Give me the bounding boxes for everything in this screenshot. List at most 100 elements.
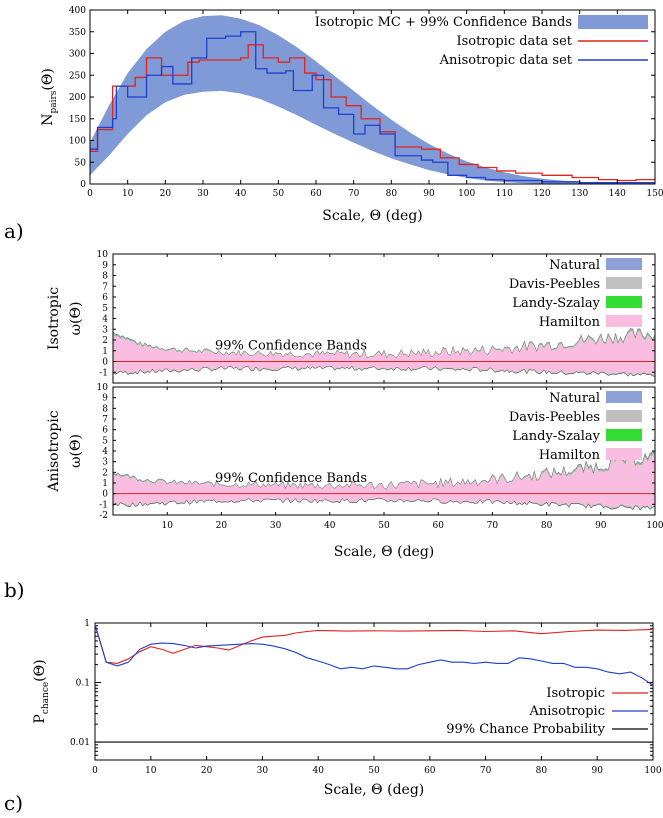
panel-c-xtick-label: 50	[368, 766, 380, 776]
panel-b-ytick-label: 5	[102, 436, 108, 446]
panel-a-ytick-label: 300	[69, 50, 86, 60]
panel-a-xtick-label: 70	[348, 189, 360, 199]
panel-c-xtick-label: 90	[591, 766, 603, 776]
panel-a-xtick-label: 10	[122, 189, 134, 199]
panel-c-xtick-label: 70	[480, 766, 492, 776]
panel-a-xtick-label: 120	[533, 189, 550, 199]
panel-c-xtick-label: 0	[92, 766, 98, 776]
panel-b-ytick-label: 9	[102, 394, 108, 404]
panel-a-xtick-label: 60	[310, 189, 322, 199]
panel-b-xtick-label: 30	[270, 521, 282, 531]
panel-c-xtick-label: 60	[424, 766, 436, 776]
panel-b-xtick-label: 90	[595, 521, 607, 531]
panel-c-xlabel: Scale, Θ (deg)	[324, 782, 425, 798]
panel-a-xtick-label: 150	[646, 189, 663, 199]
legend-swatch-natural	[606, 391, 642, 403]
panel-a-ytick-label: 200	[69, 93, 86, 103]
panel-b-xtick-label: 80	[541, 521, 553, 531]
legend-label-chance-probability: 99% Chance Probability	[446, 722, 605, 737]
panel-c-xtick-label: 10	[145, 766, 157, 776]
legend-label-davis-peebles: Davis-Peebles	[509, 277, 600, 292]
panel-b-ytick-label: 9	[102, 261, 108, 271]
legend-swatch-davis-peebles	[606, 277, 642, 289]
panel-b-ytick-label: 6	[102, 293, 108, 303]
panel-c-ytick-label: 0.01	[70, 738, 90, 748]
band-outline-lower	[112, 365, 656, 378]
confidence-bands-annotation: 99% Confidence Bands	[215, 471, 367, 486]
legend-label-anisotropic: Anisotropic	[529, 704, 605, 719]
confidence-bands-annotation: 99% Confidence Bands	[215, 339, 367, 354]
panel-a-ytick-label: 350	[69, 28, 86, 38]
panel-b-xtick-label: 40	[324, 521, 336, 531]
panel-c-ylabel: Pchance(Θ)	[32, 659, 51, 723]
panel-a-xtick-label: 40	[235, 189, 247, 199]
panel-c-xtick-label: 40	[312, 766, 324, 776]
panel-b-ylabel-top: Anisotropic	[46, 410, 62, 492]
panel-a-ytick-label: 0	[80, 180, 86, 190]
legend-label-isotropic: Isotropic data set	[456, 34, 572, 49]
panel-b-ytick-label: 8	[102, 404, 108, 414]
panel-b-ylabel: ω(Θ)	[68, 434, 84, 468]
panel-a-xtick-label: 30	[197, 189, 209, 199]
panel-a-xtick-label: 20	[160, 189, 172, 199]
panel-a-xtick-label: 90	[423, 189, 435, 199]
panel-label-b: b)	[4, 578, 25, 602]
legend-label-anisotropic: Anisotropic data set	[439, 53, 573, 68]
panel-c-xtick-label: 100	[644, 766, 661, 776]
legend-swatch-hamilton	[606, 448, 642, 460]
panel-a-xtick-label: 80	[386, 189, 398, 199]
panel-b-ytick-label: -1	[99, 368, 108, 378]
ylabel-subscript: chance	[41, 682, 51, 714]
panel-b-ytick-label: 7	[102, 415, 108, 425]
panel-b-ytick-label: 7	[102, 282, 108, 292]
legend-label-natural: Natural	[549, 391, 600, 406]
panel-a-ylabel: Npairs(Θ)	[40, 68, 59, 126]
panel-b-ytick-label: 10	[97, 383, 109, 393]
isotropic-confidence-band	[90, 15, 618, 184]
panel-b-ylabel-top: Isotropic	[46, 287, 62, 350]
hamilton-band-isotropic	[113, 331, 655, 377]
panel-c-xtick-label: 20	[201, 766, 213, 776]
panel-a-xtick-label: 50	[273, 189, 285, 199]
panel-a-xtick-label: 100	[458, 189, 475, 199]
panel-a-xtick-label: 140	[609, 189, 626, 199]
panel-b-xtick-label: 20	[216, 521, 228, 531]
panel-a-ytick-label: 150	[69, 115, 86, 125]
hamilton-band-anisotropic	[113, 453, 655, 509]
panel-b-ytick-label: 4	[102, 447, 108, 457]
legend-swatch-confidence-bands	[578, 15, 648, 29]
panel-b-ytick-label: 1	[102, 479, 108, 489]
band-outline-upper	[112, 328, 656, 359]
legend-label-hamilton: Hamilton	[539, 448, 601, 463]
legend-label-natural: Natural	[549, 258, 600, 273]
ylabel-tail: (Θ)	[32, 659, 48, 681]
legend-swatch-natural	[606, 258, 642, 270]
panel-a-xtick-label: 130	[571, 189, 588, 199]
legend-label-landy-szalay: Landy-Szalay	[512, 429, 600, 444]
panel-b-xtick-label: 10	[161, 521, 173, 531]
panel-b-ytick-label: 8	[102, 272, 108, 282]
panel-c-ytick-label: 0.1	[76, 679, 90, 689]
panel-b-ytick-label: 2	[102, 468, 108, 478]
panel-b-ytick-label: 4	[102, 315, 108, 325]
ylabel-main: P	[32, 714, 48, 723]
legend-swatch-davis-peebles	[606, 410, 642, 422]
panel-c-xtick-label: 30	[257, 766, 269, 776]
panel-b-ytick-label: 0	[102, 490, 108, 500]
ylabel-tail: (Θ)	[40, 68, 56, 90]
panel-b-ytick-label: 1	[102, 347, 108, 357]
ylabel-subscript: pairs	[49, 90, 59, 113]
panel-b-xtick-label: 100	[646, 521, 663, 531]
panel-b-xtick-label: 50	[378, 521, 390, 531]
band-outline-lower	[112, 497, 656, 511]
panel-b-xlabel: Scale, Θ (deg)	[334, 544, 435, 560]
band-outline-upper	[112, 449, 656, 490]
panel-b-ytick-label: 3	[102, 458, 108, 468]
panel-b-ytick-label: 3	[102, 325, 108, 335]
panel-b-xtick-label: 70	[487, 521, 499, 531]
panel-b-ylabel: ω(Θ)	[68, 302, 84, 336]
panel-a-xlabel: Scale, Θ (deg)	[322, 208, 423, 224]
legend-label-isotropic: Isotropic	[546, 686, 605, 701]
ylabel-main: N	[40, 114, 56, 126]
